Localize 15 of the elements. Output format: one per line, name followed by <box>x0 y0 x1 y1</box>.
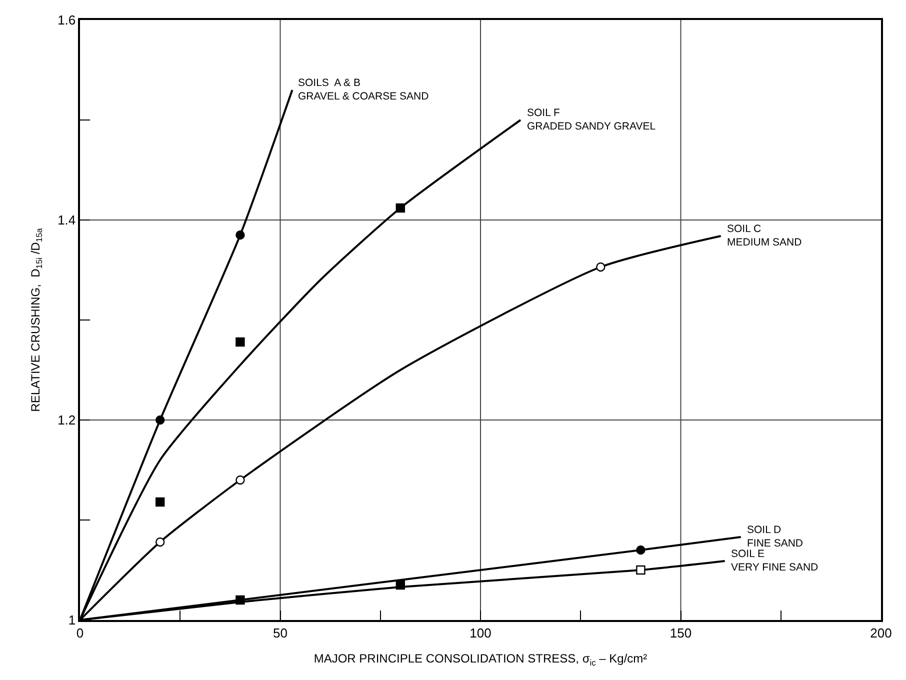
series-label: SOIL F GRADED SANDY GRAVEL <box>527 107 656 133</box>
y-tick-label: 1.2 <box>58 412 76 428</box>
x-tick-label: 200 <box>870 625 892 640</box>
x-axis-title: MAJOR PRINCIPLE CONSOLIDATION STRESS, σ$_{ic}$ – Kg/cm² <box>314 652 648 668</box>
x-tick-label: 50 <box>273 625 288 640</box>
y-tick-label: 1 <box>68 612 76 628</box>
series-label: SOILS A & B GRAVEL & COARSE SAND <box>298 77 430 103</box>
y-tick-label: 1.4 <box>58 212 76 228</box>
x-tick-label: 150 <box>670 625 692 640</box>
y-tick-label: 1.6 <box>58 12 76 28</box>
x-tick-label: 100 <box>470 625 492 640</box>
x-tick-label: 0 <box>76 625 84 640</box>
series-label: SOIL D FINE SAND <box>747 524 804 550</box>
series-label: SOIL C MEDIUM SAND <box>727 223 802 249</box>
series-label: SOIL E VERY FINE SAND <box>731 548 819 574</box>
